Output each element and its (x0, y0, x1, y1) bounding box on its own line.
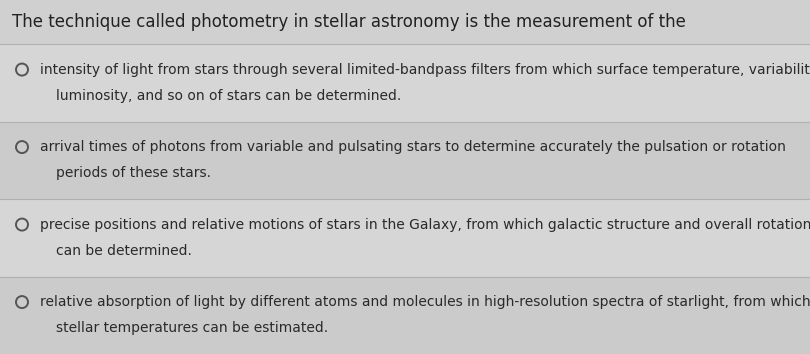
Bar (0, 199, 810, 276)
Text: precise positions and relative motions of stars in the Galaxy, from which galact: precise positions and relative motions o… (40, 218, 810, 232)
Text: luminosity, and so on of stars can be determined.: luminosity, and so on of stars can be de… (56, 89, 401, 103)
Text: relative absorption of light by different atoms and molecules in high-resolution: relative absorption of light by differen… (40, 295, 810, 309)
Text: The technique called photometry in stellar astronomy is the measurement of the: The technique called photometry in stell… (12, 13, 686, 31)
Bar (0, 276, 810, 354)
Text: arrival times of photons from variable and pulsating stars to determine accurate: arrival times of photons from variable a… (40, 140, 786, 154)
Text: stellar temperatures can be estimated.: stellar temperatures can be estimated. (56, 321, 328, 336)
Text: can be determined.: can be determined. (56, 244, 192, 258)
Bar (0, 0, 810, 44)
Bar (0, 44, 810, 121)
Text: intensity of light from stars through several limited-bandpass filters from whic: intensity of light from stars through se… (40, 63, 810, 76)
Bar (0, 121, 810, 199)
Text: periods of these stars.: periods of these stars. (56, 166, 211, 181)
